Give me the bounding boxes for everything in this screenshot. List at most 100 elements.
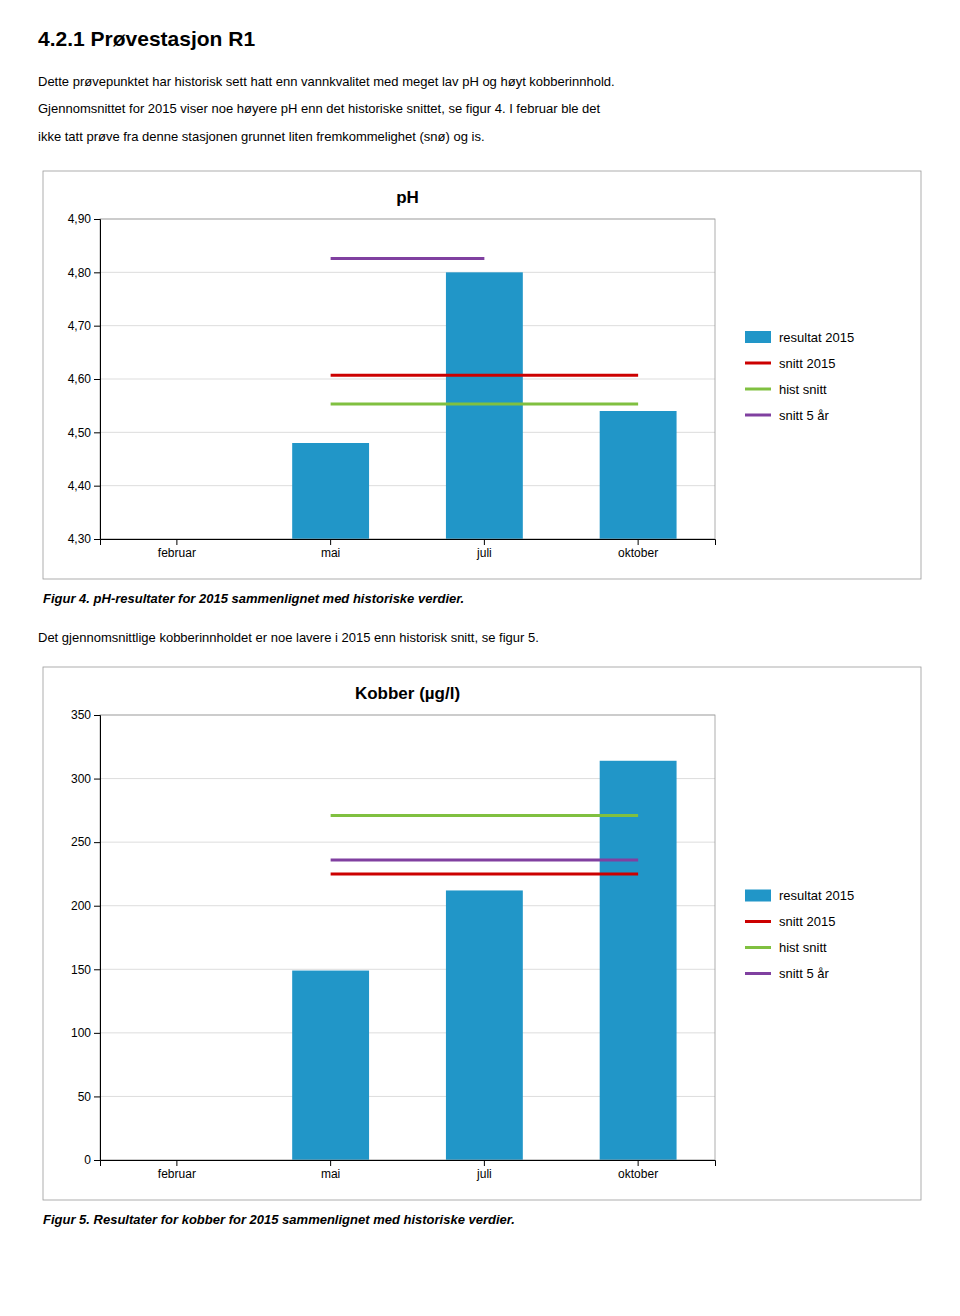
tick-label: 250 bbox=[71, 835, 91, 849]
tick-mark bbox=[94, 969, 100, 970]
grid-line bbox=[100, 379, 715, 380]
chart-title: Kobber (µg/l) bbox=[355, 684, 460, 703]
plot-frame bbox=[100, 219, 715, 539]
legend-item: snitt 5 år bbox=[745, 408, 830, 423]
line bbox=[331, 872, 639, 875]
y-axis: 0 50 100 150 200 250 300 350 bbox=[71, 708, 101, 1167]
tick: mai bbox=[321, 539, 340, 560]
axis-domain bbox=[94, 220, 101, 540]
page-text: Gjennomsnittet for 2015 viser noe høyere… bbox=[38, 101, 601, 116]
tick-mark bbox=[94, 715, 100, 716]
caption: Figur 5. Resultater for kobber for 2015 … bbox=[43, 1212, 515, 1227]
legend-swatch bbox=[745, 920, 771, 923]
tick-mark bbox=[94, 1160, 100, 1161]
tick: februar bbox=[158, 539, 196, 560]
page-title: 4.2.1 Prøvestasjon R1 bbox=[38, 27, 255, 50]
page-text: ikke tatt prøve fra denne stasjonen grun… bbox=[38, 129, 485, 144]
legend-item: hist snitt bbox=[745, 940, 827, 955]
tick-mark bbox=[638, 539, 639, 545]
chart: Kobber (µg/l) 0 50 100 150 200 250 300 350 februa… bbox=[43, 667, 921, 1227]
line bbox=[331, 858, 639, 861]
tick-label: 4,70 bbox=[68, 319, 92, 333]
legend-item: snitt 2015 bbox=[745, 356, 835, 371]
page: 4.2.1 Prøvestasjon R1 Dette prøvepunktet … bbox=[0, 0, 960, 1316]
tick: februar bbox=[158, 1160, 196, 1181]
tick-mark bbox=[94, 842, 100, 843]
tick-label: 50 bbox=[78, 1090, 92, 1104]
legend-label: resultat 2015 bbox=[779, 888, 854, 903]
legend-label: snitt 2015 bbox=[779, 914, 835, 929]
legend-swatch bbox=[745, 331, 771, 343]
tick: 4,90 bbox=[68, 212, 100, 226]
tick: oktober bbox=[618, 1160, 658, 1181]
tick: 250 bbox=[71, 835, 100, 849]
tick-label: 4,50 bbox=[68, 426, 92, 440]
tick-mark bbox=[94, 326, 100, 327]
x-axis: februar mai juli oktober bbox=[101, 539, 716, 560]
axis-domain bbox=[94, 716, 101, 1161]
legend-label: resultat 2015 bbox=[779, 330, 854, 345]
tick-label: 100 bbox=[71, 1026, 91, 1040]
tick-mark bbox=[176, 539, 177, 545]
y-axis: 4,304,404,504,604,704,804,90 bbox=[68, 212, 101, 546]
tick-mark bbox=[94, 539, 100, 540]
legend-swatch bbox=[745, 362, 771, 365]
tick-label: 300 bbox=[71, 772, 91, 786]
tick: 350 bbox=[71, 708, 100, 722]
page-text: Det gjennomsnittlige kobberinnholdet er … bbox=[38, 630, 539, 645]
tick-mark bbox=[94, 379, 100, 380]
tick-mark bbox=[94, 1033, 100, 1034]
tick-mark bbox=[94, 779, 100, 780]
bar bbox=[292, 971, 369, 1160]
tick-label: mai bbox=[321, 1167, 340, 1181]
tick-mark bbox=[484, 539, 485, 545]
legend: resultat 2015 snitt 2015 hist snitt snitt 5… bbox=[745, 330, 854, 423]
legend-swatch bbox=[745, 946, 771, 949]
tick: 50 bbox=[78, 1090, 100, 1104]
tick: juli bbox=[476, 539, 492, 560]
tick-label: juli bbox=[476, 1167, 492, 1181]
bar bbox=[292, 443, 369, 539]
bar bbox=[600, 761, 677, 1160]
tick-mark bbox=[94, 486, 100, 487]
tick: juli bbox=[476, 1160, 492, 1181]
tick: 200 bbox=[71, 899, 100, 913]
plot-marks bbox=[292, 258, 676, 539]
legend: resultat 2015 snitt 2015 hist snitt snitt 5… bbox=[745, 888, 854, 981]
grid bbox=[100, 715, 715, 1160]
plot-frame bbox=[100, 715, 715, 1160]
tick-label: 0 bbox=[84, 1153, 91, 1167]
tick: 0 bbox=[84, 1153, 100, 1167]
legend-item: hist snitt bbox=[745, 382, 827, 397]
legend-label: snitt 2015 bbox=[779, 356, 835, 371]
line bbox=[331, 374, 639, 377]
tick-mark bbox=[94, 272, 100, 273]
tick-label: 4,30 bbox=[68, 532, 92, 546]
bar bbox=[600, 411, 677, 539]
tick-label: februar bbox=[158, 546, 196, 560]
tick: 100 bbox=[71, 1026, 100, 1040]
tick-mark bbox=[94, 219, 100, 220]
caption: Figur 4. pH-resultater for 2015 sammenli… bbox=[43, 591, 464, 606]
tick-label: oktober bbox=[618, 1167, 658, 1181]
tick-label: 350 bbox=[71, 708, 91, 722]
page-text: Dette prøvepunktet har historisk sett ha… bbox=[38, 74, 615, 89]
tick-label: 4,40 bbox=[68, 479, 92, 493]
chart-border bbox=[43, 667, 921, 1200]
tick: 150 bbox=[71, 963, 100, 977]
chart-border bbox=[43, 171, 921, 579]
tick-mark bbox=[94, 1096, 100, 1097]
legend-swatch bbox=[745, 414, 771, 417]
legend-label: hist snitt bbox=[779, 382, 827, 397]
axis-domain bbox=[101, 540, 716, 546]
chart-title: pH bbox=[396, 188, 419, 207]
x-axis: februar mai juli oktober bbox=[101, 1160, 716, 1181]
tick-mark bbox=[484, 1160, 485, 1166]
tick-mark bbox=[176, 1160, 177, 1166]
tick-mark bbox=[638, 1160, 639, 1166]
plot-marks bbox=[292, 761, 676, 1160]
legend-item: snitt 5 år bbox=[745, 966, 830, 981]
tick-label: oktober bbox=[618, 546, 658, 560]
tick-mark bbox=[94, 906, 100, 907]
tick: 4,70 bbox=[68, 319, 100, 333]
